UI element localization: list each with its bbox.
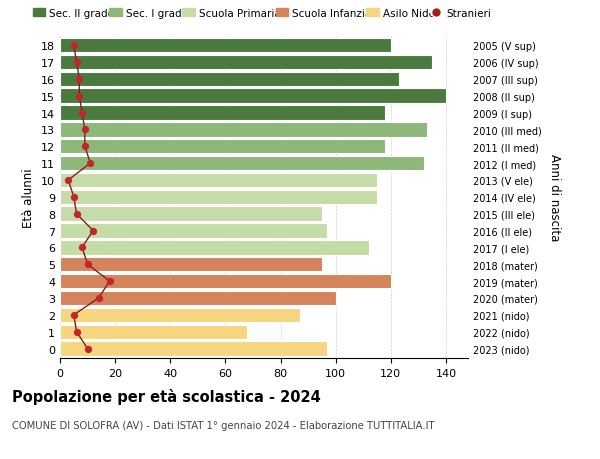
Point — [86, 160, 95, 168]
Bar — [60, 157, 424, 171]
Bar — [60, 274, 391, 289]
Point — [80, 126, 89, 134]
Point — [74, 93, 84, 100]
Point — [72, 328, 82, 336]
Bar — [60, 325, 247, 339]
Point — [77, 110, 87, 117]
Bar — [60, 106, 385, 120]
Bar — [60, 224, 328, 238]
Bar — [60, 257, 322, 272]
Point — [69, 194, 79, 201]
Point — [74, 76, 84, 83]
Bar — [60, 140, 385, 154]
Bar — [60, 308, 300, 322]
Bar — [60, 341, 328, 356]
Point — [64, 177, 73, 184]
Bar — [60, 39, 391, 53]
Bar — [60, 90, 446, 104]
Bar — [60, 123, 427, 137]
Text: Popolazione per età scolastica - 2024: Popolazione per età scolastica - 2024 — [12, 388, 321, 404]
Point — [88, 227, 98, 235]
Point — [77, 244, 87, 252]
Y-axis label: Anni di nascita: Anni di nascita — [548, 154, 561, 241]
Text: COMUNE DI SOLOFRA (AV) - Dati ISTAT 1° gennaio 2024 - Elaborazione TUTTITALIA.IT: COMUNE DI SOLOFRA (AV) - Dati ISTAT 1° g… — [12, 420, 434, 430]
Bar — [60, 174, 377, 188]
Point — [80, 143, 89, 151]
Bar — [60, 190, 377, 205]
Point — [69, 42, 79, 50]
Point — [72, 211, 82, 218]
Point — [72, 59, 82, 67]
Y-axis label: Età alunni: Età alunni — [22, 168, 35, 227]
Point — [83, 345, 92, 353]
Bar — [60, 73, 399, 87]
Legend: Sec. II grado, Sec. I grado, Scuola Primaria, Scuola Infanzia, Asilo Nido, Stran: Sec. II grado, Sec. I grado, Scuola Prim… — [32, 9, 491, 19]
Point — [69, 312, 79, 319]
Bar — [60, 291, 335, 305]
Point — [105, 278, 115, 285]
Point — [83, 261, 92, 269]
Bar — [60, 207, 322, 221]
Bar — [60, 56, 432, 70]
Bar — [60, 241, 369, 255]
Point — [94, 295, 103, 302]
